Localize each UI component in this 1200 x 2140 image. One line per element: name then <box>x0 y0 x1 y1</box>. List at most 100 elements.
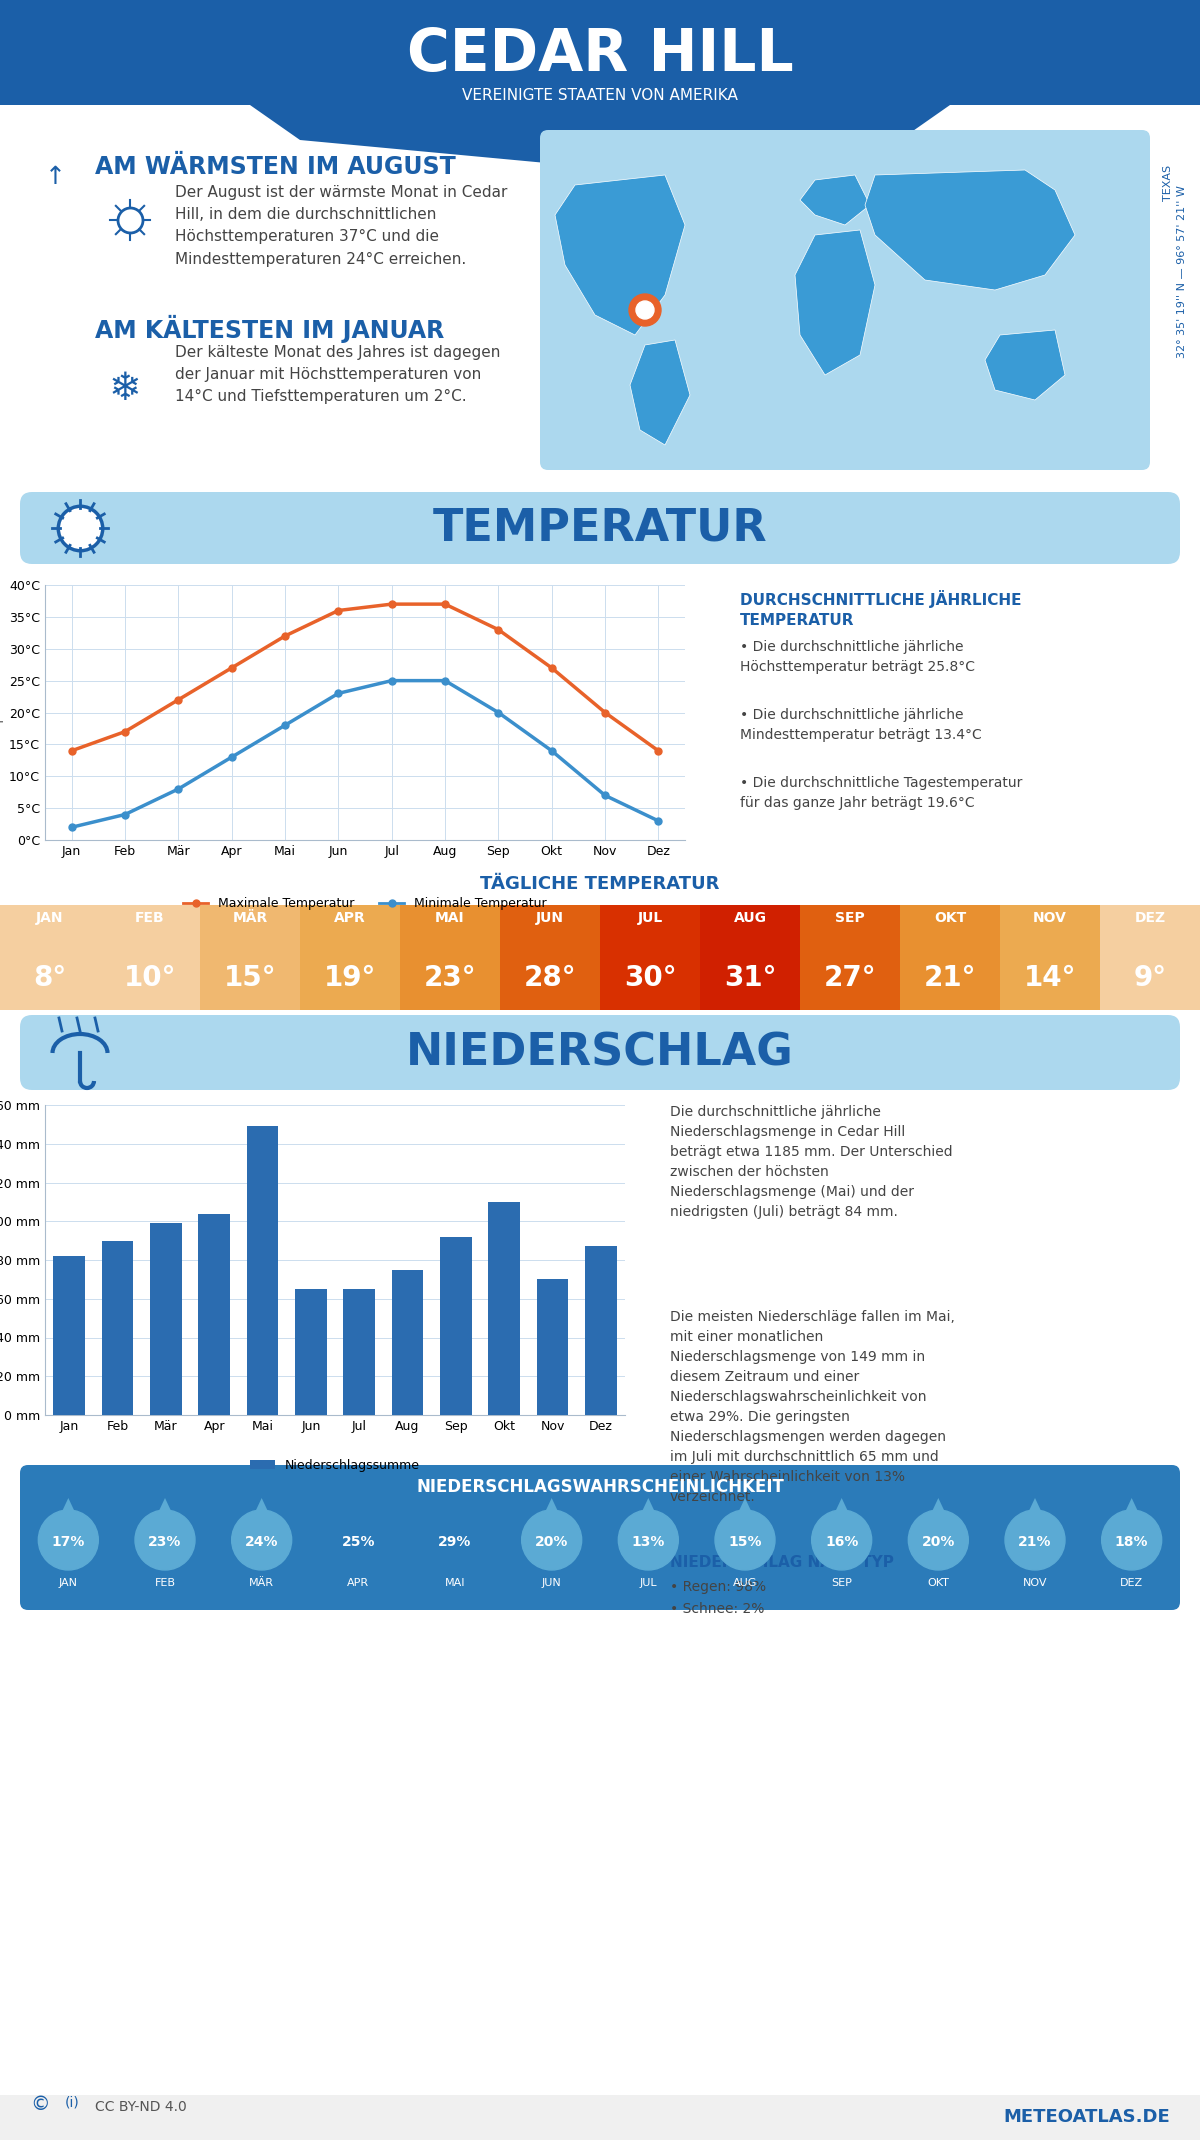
Polygon shape <box>730 1498 760 1530</box>
Bar <box>800 905 900 950</box>
Bar <box>300 950 400 1010</box>
Bar <box>400 950 500 1010</box>
Polygon shape <box>53 1498 83 1530</box>
Text: 24%: 24% <box>245 1534 278 1549</box>
Text: JAN: JAN <box>36 912 64 924</box>
Polygon shape <box>440 1498 470 1530</box>
FancyBboxPatch shape <box>20 492 1180 565</box>
Circle shape <box>522 1511 582 1571</box>
Circle shape <box>329 1511 389 1571</box>
Text: AM KÄLTESTEN IM JANUAR: AM KÄLTESTEN IM JANUAR <box>95 315 444 342</box>
Text: AUG: AUG <box>733 1577 757 1588</box>
Text: OKT: OKT <box>928 1577 949 1588</box>
Bar <box>900 905 1000 950</box>
Text: APR: APR <box>347 1577 370 1588</box>
Bar <box>400 905 500 950</box>
Bar <box>500 950 600 1010</box>
Text: APR: APR <box>334 912 366 924</box>
Text: Die meisten Niederschläge fallen im Mai,
mit einer monatlichen
Niederschlagsmeng: Die meisten Niederschläge fallen im Mai,… <box>670 1310 955 1504</box>
Text: NOV: NOV <box>1033 912 1067 924</box>
Text: 23°: 23° <box>424 963 476 993</box>
Bar <box>0 0 180 120</box>
Bar <box>1000 905 1100 950</box>
Bar <box>343 1288 374 1415</box>
Y-axis label: Temperatur: Temperatur <box>0 676 4 749</box>
Circle shape <box>134 1511 194 1571</box>
Text: 27°: 27° <box>823 963 876 993</box>
Bar <box>1100 950 1200 1010</box>
Text: SEP: SEP <box>832 1577 852 1588</box>
Text: • Regen: 98%: • Regen: 98% <box>670 1579 766 1594</box>
Text: CEDAR HILL: CEDAR HILL <box>407 26 793 83</box>
Text: 31°: 31° <box>724 963 776 993</box>
Bar <box>0 569 1200 880</box>
Text: 20%: 20% <box>922 1534 955 1549</box>
Text: NIEDERSCHLAGSWAHRSCHEINLICHKEIT: NIEDERSCHLAGSWAHRSCHEINLICHKEIT <box>416 1479 784 1496</box>
Text: 21°: 21° <box>924 963 977 993</box>
Polygon shape <box>796 229 875 374</box>
Polygon shape <box>800 175 870 225</box>
Bar <box>1020 0 1200 120</box>
FancyBboxPatch shape <box>20 1014 1180 1089</box>
Polygon shape <box>343 1498 373 1530</box>
Text: Der August ist der wärmste Monat in Cedar
Hill, in dem die durchschnittlichen
Hö: Der August ist der wärmste Monat in Ceda… <box>175 184 508 268</box>
Text: Der kälteste Monat des Jahres ist dagegen
der Januar mit Höchsttemperaturen von
: Der kälteste Monat des Jahres ist dagege… <box>175 345 500 404</box>
Text: TÄGLICHE TEMPERATUR: TÄGLICHE TEMPERATUR <box>480 875 720 892</box>
Circle shape <box>908 1511 968 1571</box>
Circle shape <box>629 293 661 325</box>
Text: 30°: 30° <box>624 963 677 993</box>
Text: DEZ: DEZ <box>1134 912 1165 924</box>
Text: OKT: OKT <box>934 912 966 924</box>
Text: (i): (i) <box>65 2095 79 2110</box>
Polygon shape <box>923 1498 953 1530</box>
Bar <box>600 905 700 950</box>
Circle shape <box>618 1511 678 1571</box>
Bar <box>0 905 100 950</box>
Text: 25%: 25% <box>342 1534 376 1549</box>
Bar <box>0 1089 1200 1470</box>
Circle shape <box>1102 1511 1162 1571</box>
Text: Die durchschnittliche jährliche
Niederschlagsmenge in Cedar Hill
beträgt etwa 11: Die durchschnittliche jährliche Niedersc… <box>670 1104 953 1220</box>
Bar <box>102 1241 133 1415</box>
Text: MÄR: MÄR <box>250 1577 274 1588</box>
Text: 15%: 15% <box>728 1534 762 1549</box>
Polygon shape <box>985 330 1066 400</box>
Bar <box>0 871 1200 901</box>
Bar <box>100 950 200 1010</box>
Text: 15°: 15° <box>223 963 276 993</box>
Text: ❄: ❄ <box>109 370 142 409</box>
Polygon shape <box>536 1498 566 1530</box>
Text: • Die durchschnittliche Tagestemperatur
für das ganze Jahr beträgt 19.6°C: • Die durchschnittliche Tagestemperatur … <box>740 777 1022 809</box>
Bar <box>198 1213 230 1415</box>
Polygon shape <box>150 1498 180 1530</box>
Bar <box>488 1203 520 1415</box>
Text: 18%: 18% <box>1115 1534 1148 1549</box>
Bar <box>900 950 1000 1010</box>
Text: 32° 35' 19'' N — 96° 57' 21'' W: 32° 35' 19'' N — 96° 57' 21'' W <box>1177 184 1187 357</box>
Text: VEREINIGTE STAATEN VON AMERIKA: VEREINIGTE STAATEN VON AMERIKA <box>462 88 738 103</box>
FancyBboxPatch shape <box>20 1466 1180 1609</box>
Circle shape <box>232 1511 292 1571</box>
Circle shape <box>715 1511 775 1571</box>
FancyBboxPatch shape <box>540 131 1150 471</box>
Bar <box>300 905 400 950</box>
Text: CC BY-ND 4.0: CC BY-ND 4.0 <box>95 2099 187 2114</box>
Bar <box>295 1288 326 1415</box>
Text: 28°: 28° <box>523 963 576 993</box>
Polygon shape <box>865 169 1075 291</box>
Text: SEP: SEP <box>835 912 865 924</box>
Bar <box>700 905 800 950</box>
Bar <box>200 950 300 1010</box>
Text: JUN: JUN <box>541 1577 562 1588</box>
Text: JAN: JAN <box>59 1577 78 1588</box>
Text: 16%: 16% <box>824 1534 858 1549</box>
Bar <box>536 1280 569 1415</box>
Circle shape <box>425 1511 485 1571</box>
Bar <box>0 0 1200 105</box>
Legend: Niederschlagssumme: Niederschlagssumme <box>245 1453 425 1477</box>
Circle shape <box>811 1511 871 1571</box>
Text: 9°: 9° <box>1134 963 1166 993</box>
Bar <box>1100 905 1200 950</box>
Bar <box>200 905 300 950</box>
Bar <box>391 1269 424 1415</box>
